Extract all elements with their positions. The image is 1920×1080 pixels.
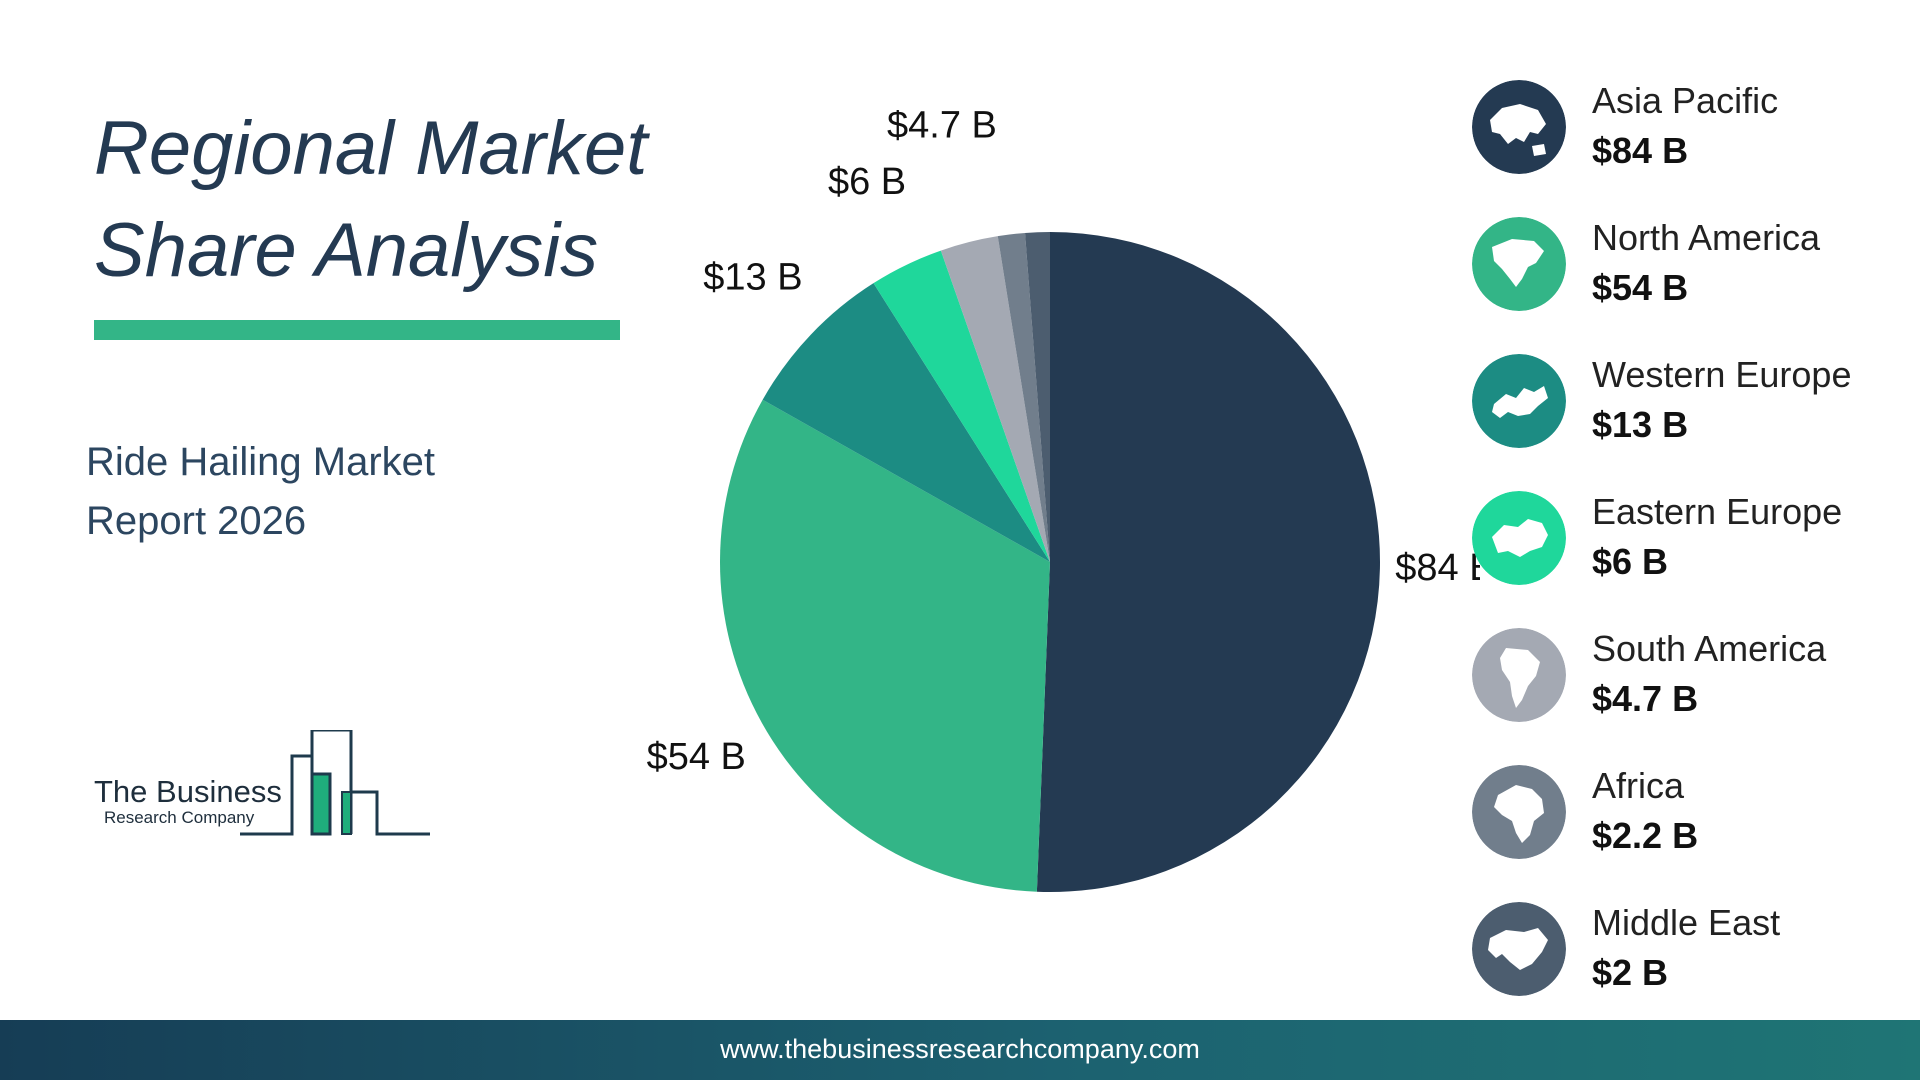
legend-item: North America $54 B xyxy=(1472,217,1912,317)
eastern-europe-map-icon xyxy=(1472,491,1566,585)
pie-slice-south-america xyxy=(940,236,1050,562)
legend-region-name: North America xyxy=(1592,217,1821,258)
pie-data-label: $84 B xyxy=(1395,547,1480,589)
middle-east-map-icon xyxy=(1472,902,1566,996)
page-title: Regional Market Share Analysis xyxy=(94,98,674,302)
legend-item: Western Europe $13 B xyxy=(1472,354,1912,454)
company-logo: The Business Research Company xyxy=(92,730,437,840)
legend-item: Africa $2.2 B xyxy=(1472,765,1912,865)
north-america-map-icon xyxy=(1472,217,1566,311)
logo-subname: Research Company xyxy=(104,808,255,827)
legend-region-value: $6 B xyxy=(1592,541,1669,582)
legend-region-value: $13 B xyxy=(1592,404,1689,445)
logo-name: The Business xyxy=(94,774,282,809)
pie-data-label: $6 B xyxy=(828,161,906,203)
footer-bar: www.thebusinessresearchcompany.com xyxy=(0,1020,1920,1080)
pie-slice-asia-pacific xyxy=(1036,232,1381,893)
pie-data-label: $54 B xyxy=(647,736,746,778)
pie-data-label: $4.7 B xyxy=(887,110,997,147)
legend-item: Eastern Europe $6 B xyxy=(1472,491,1912,591)
legend-item: Middle East $2 B xyxy=(1472,902,1912,1002)
pie-slice-eastern-europe xyxy=(873,250,1050,562)
title-line-1: Regional Market xyxy=(94,106,648,191)
subtitle-line-1: Ride Hailing Market xyxy=(86,440,436,484)
legend-region-name: Middle East xyxy=(1592,902,1781,943)
legend-region-name: Eastern Europe xyxy=(1592,491,1843,532)
western-europe-map-icon xyxy=(1472,354,1566,448)
legend-item: Asia Pacific $84 B xyxy=(1472,80,1912,180)
legend-region-name: Western Europe xyxy=(1592,354,1852,395)
legend-region-value: $54 B xyxy=(1592,267,1689,308)
title-accent-bar xyxy=(94,320,620,340)
pie-slice-middle-east xyxy=(1025,232,1050,562)
legend-region-value: $84 B xyxy=(1592,130,1689,171)
legend-item: South America $4.7 B xyxy=(1472,628,1912,728)
legend-region-name: South America xyxy=(1592,628,1827,669)
title-line-2: Share Analysis xyxy=(94,208,599,293)
asia-pacific-map-icon xyxy=(1472,80,1566,174)
legend-region-value: $4.7 B xyxy=(1592,678,1699,719)
legend-region-value: $2.2 B xyxy=(1592,815,1699,856)
footer-website-link[interactable]: www.thebusinessresearchcompany.com xyxy=(720,1034,1200,1064)
pie-data-label: $13 B xyxy=(703,256,802,298)
legend-region-name: Asia Pacific xyxy=(1592,80,1779,121)
logo-buildings-icon xyxy=(240,730,430,836)
pie-slice-north-america xyxy=(720,399,1050,892)
south-america-map-icon xyxy=(1472,628,1566,722)
africa-map-icon xyxy=(1472,765,1566,859)
regional-pie-chart: $84 B$54 B$13 B$6 B$4.7 B$2.2 B$2 B xyxy=(647,110,1480,893)
report-subtitle: Ride Hailing Market Report 2026 xyxy=(86,433,506,551)
subtitle-line-2: Report 2026 xyxy=(86,499,307,543)
pie-data-label: $2.2 B xyxy=(941,110,1051,113)
pie-slice-western-europe xyxy=(762,283,1050,562)
pie-slice-africa xyxy=(997,232,1050,563)
legend-region-name: Africa xyxy=(1592,765,1685,806)
legend-region-value: $2 B xyxy=(1592,952,1669,993)
